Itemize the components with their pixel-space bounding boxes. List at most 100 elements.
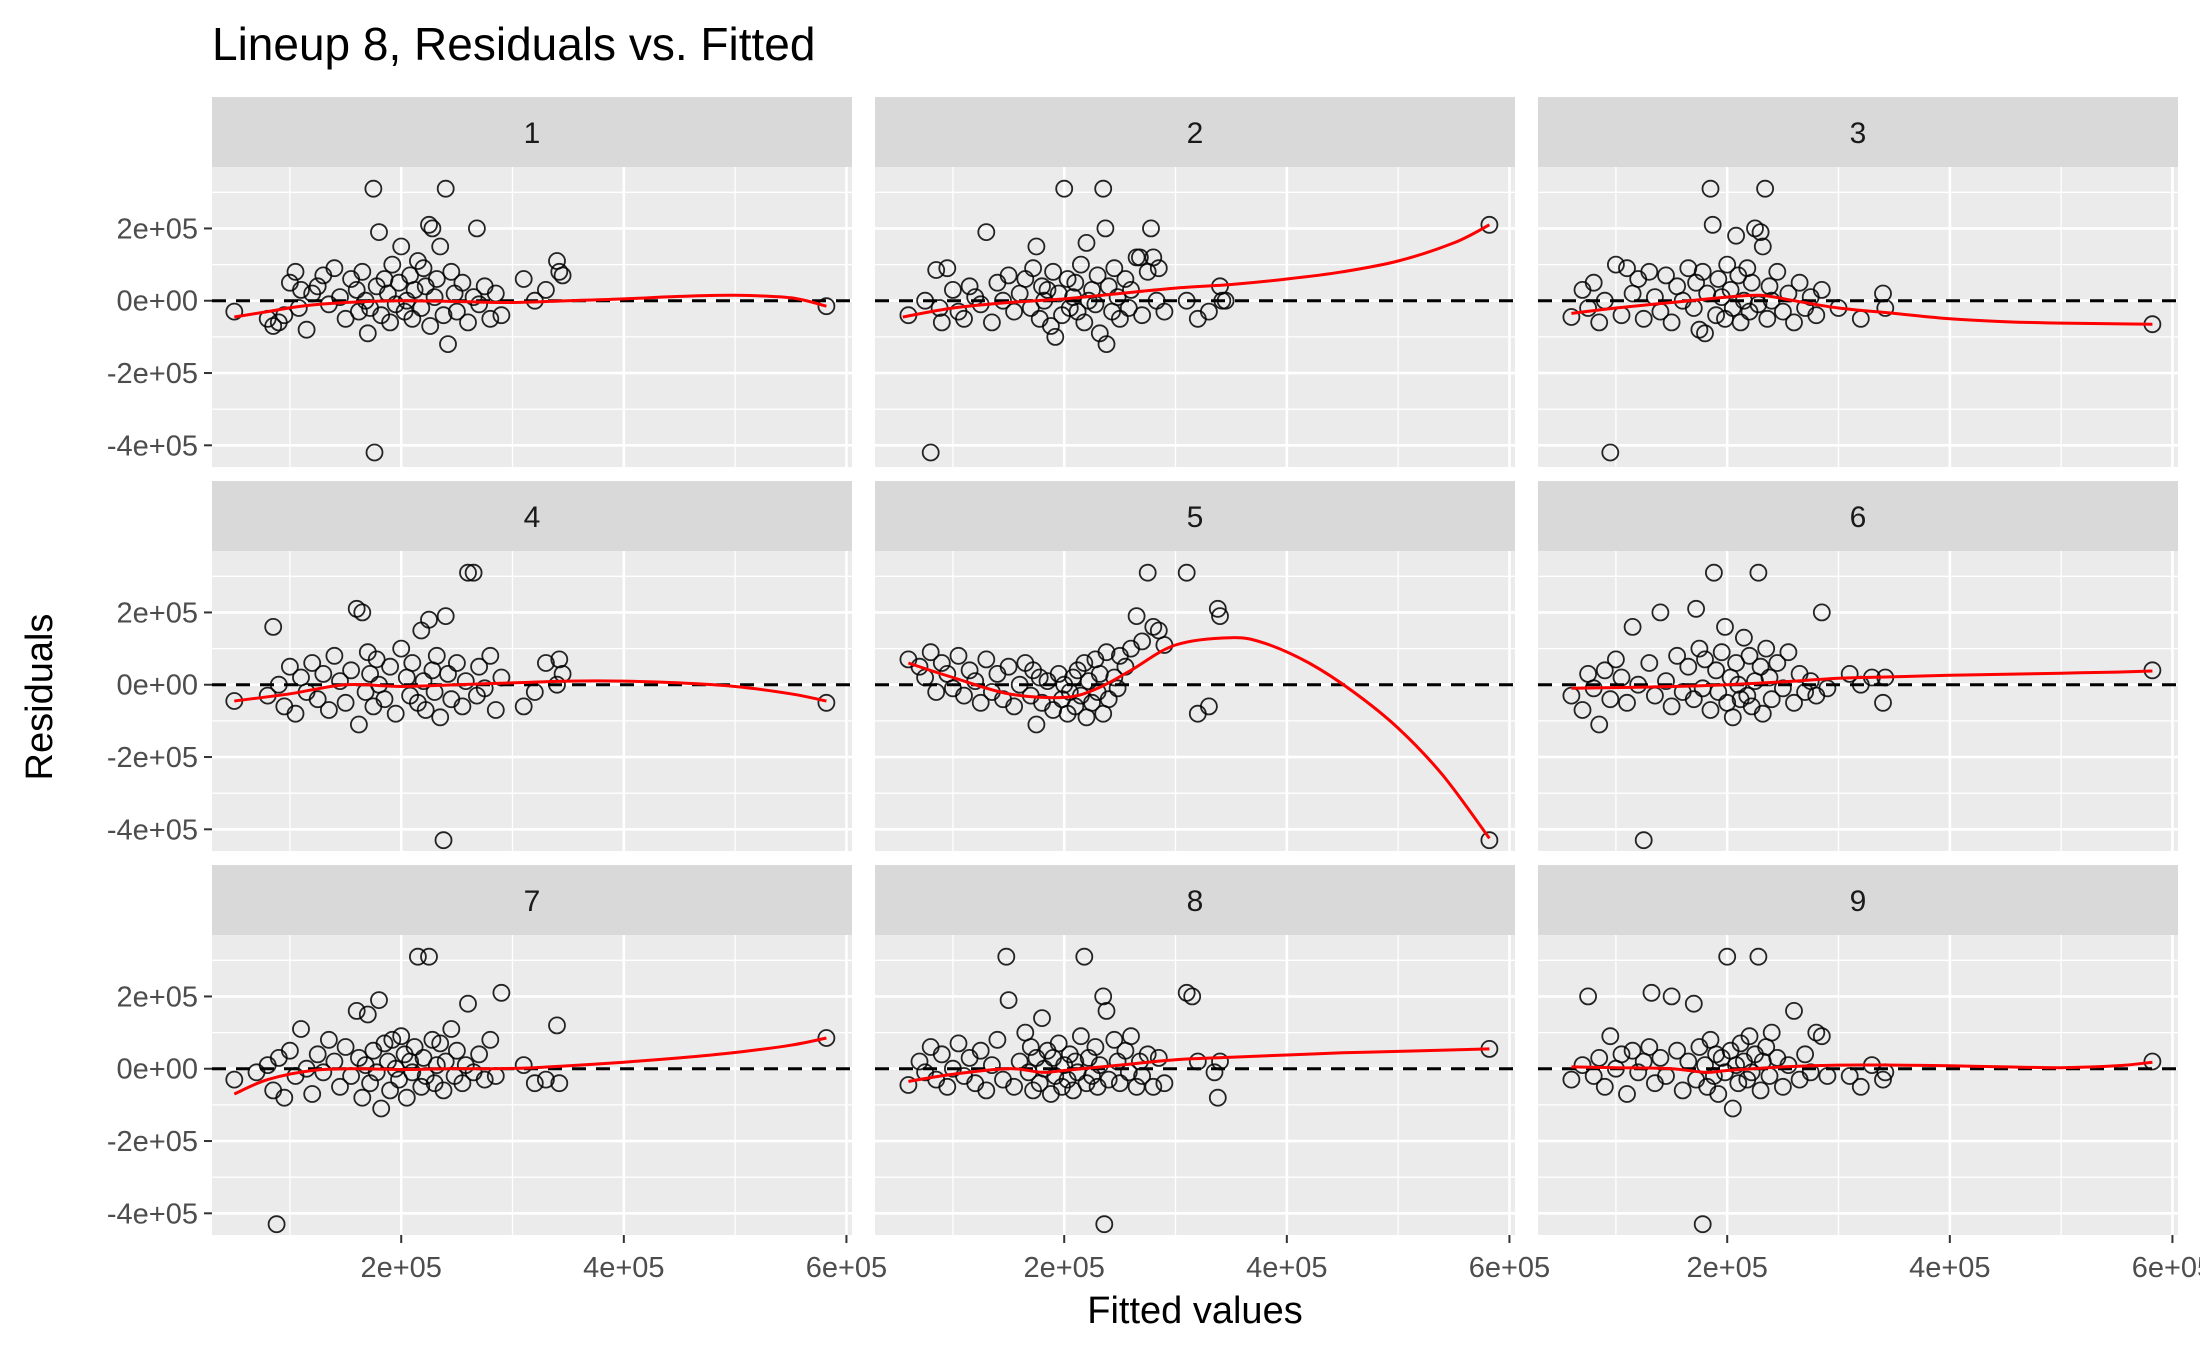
data-point (414, 672, 433, 690)
data-point (1760, 277, 1779, 296)
data-point (1618, 693, 1636, 712)
data-point (1097, 335, 1116, 354)
data-point (1818, 1067, 1837, 1085)
data-point (1111, 1074, 1129, 1093)
data-point (1705, 563, 1723, 582)
data-point (1651, 603, 1670, 622)
data-point (1094, 179, 1113, 198)
data-point (453, 273, 472, 292)
data-point (286, 704, 305, 723)
data-point (1876, 299, 1895, 317)
data-point (1122, 280, 1140, 299)
data-point (336, 309, 355, 328)
data-point (1155, 302, 1174, 321)
facet-strip (875, 97, 1515, 167)
data-point (392, 237, 411, 256)
data-point (370, 223, 388, 242)
data-point (1144, 248, 1163, 267)
data-point (983, 313, 1001, 332)
data-point (1177, 983, 1196, 1002)
data-point (353, 262, 372, 281)
data-point (1740, 1027, 1759, 1046)
data-point (1701, 701, 1720, 719)
facet-panel-6: 6 (1538, 481, 2178, 851)
data-point (1027, 237, 1046, 256)
data-point (453, 697, 472, 716)
data-point (1738, 686, 1757, 705)
data-point (459, 313, 477, 332)
data-point (358, 1005, 377, 1024)
x-tick-label: 4e+05 (1909, 1252, 1990, 1284)
data-point (297, 1059, 316, 1078)
data-point (1177, 563, 1196, 582)
data-point (423, 219, 442, 238)
data-point (1149, 1049, 1168, 1067)
data-point (1727, 1056, 1745, 1074)
data-point (1097, 643, 1116, 662)
data-point (470, 1045, 489, 1064)
data-point (1753, 704, 1772, 723)
smooth-line (1571, 293, 2153, 326)
data-point (1049, 1034, 1068, 1053)
data-point (434, 1081, 453, 1100)
data-point (1208, 1088, 1227, 1107)
data-point (1595, 661, 1614, 680)
data-point (1756, 179, 1774, 198)
data-point (1072, 1027, 1090, 1046)
data-point (1601, 1027, 1620, 1046)
data-point (367, 1063, 386, 1082)
data-point (447, 654, 466, 672)
data-point (1729, 1074, 1748, 1093)
data-point (1718, 947, 1737, 966)
data-point (1216, 291, 1235, 310)
data-point (1086, 1038, 1105, 1056)
data-point (331, 1077, 349, 1096)
data-point (275, 1088, 294, 1107)
data-point (537, 654, 555, 672)
data-point (1874, 693, 1892, 712)
data-point (1634, 309, 1653, 328)
data-point (1807, 1023, 1826, 1042)
data-point (1595, 1077, 1614, 1096)
data-point (375, 690, 394, 709)
data-point (1753, 237, 1772, 256)
data-point (492, 668, 511, 687)
data-point (1751, 1081, 1770, 1100)
data-point (436, 179, 455, 198)
data-point (1088, 266, 1107, 285)
data-point (932, 654, 951, 672)
facet-strip-label: 3 (1850, 117, 1867, 150)
data-point (1740, 646, 1759, 665)
data-point (1119, 299, 1138, 317)
data-point (1133, 632, 1151, 651)
smooth-line (908, 1047, 1490, 1083)
x-tick-label: 6e+05 (1469, 1252, 1550, 1284)
facet-panel-9: 9 (1538, 865, 2178, 1235)
data-point (1200, 697, 1218, 716)
data-point (1138, 563, 1157, 582)
data-point (434, 306, 453, 325)
data-point (1687, 599, 1705, 618)
data-point (1690, 639, 1709, 658)
data-point (481, 309, 500, 328)
data-point (932, 1045, 951, 1064)
data-point (453, 1074, 472, 1093)
data-point (817, 693, 836, 712)
data-point (1749, 947, 1768, 966)
data-point (436, 607, 455, 625)
data-point (1840, 1067, 1859, 1085)
data-point (1707, 306, 1725, 325)
data-point (960, 661, 979, 680)
data-point (1723, 708, 1742, 727)
data-point (994, 291, 1012, 310)
data-point (442, 262, 461, 281)
facet-strip (875, 481, 1515, 551)
data-point (1099, 690, 1118, 709)
data-point (431, 1034, 450, 1053)
data-point (439, 335, 457, 354)
data-point (1072, 255, 1090, 274)
x-tick-label: 2e+05 (1686, 1252, 1767, 1284)
data-point (1629, 1063, 1648, 1082)
data-point (1768, 262, 1787, 281)
